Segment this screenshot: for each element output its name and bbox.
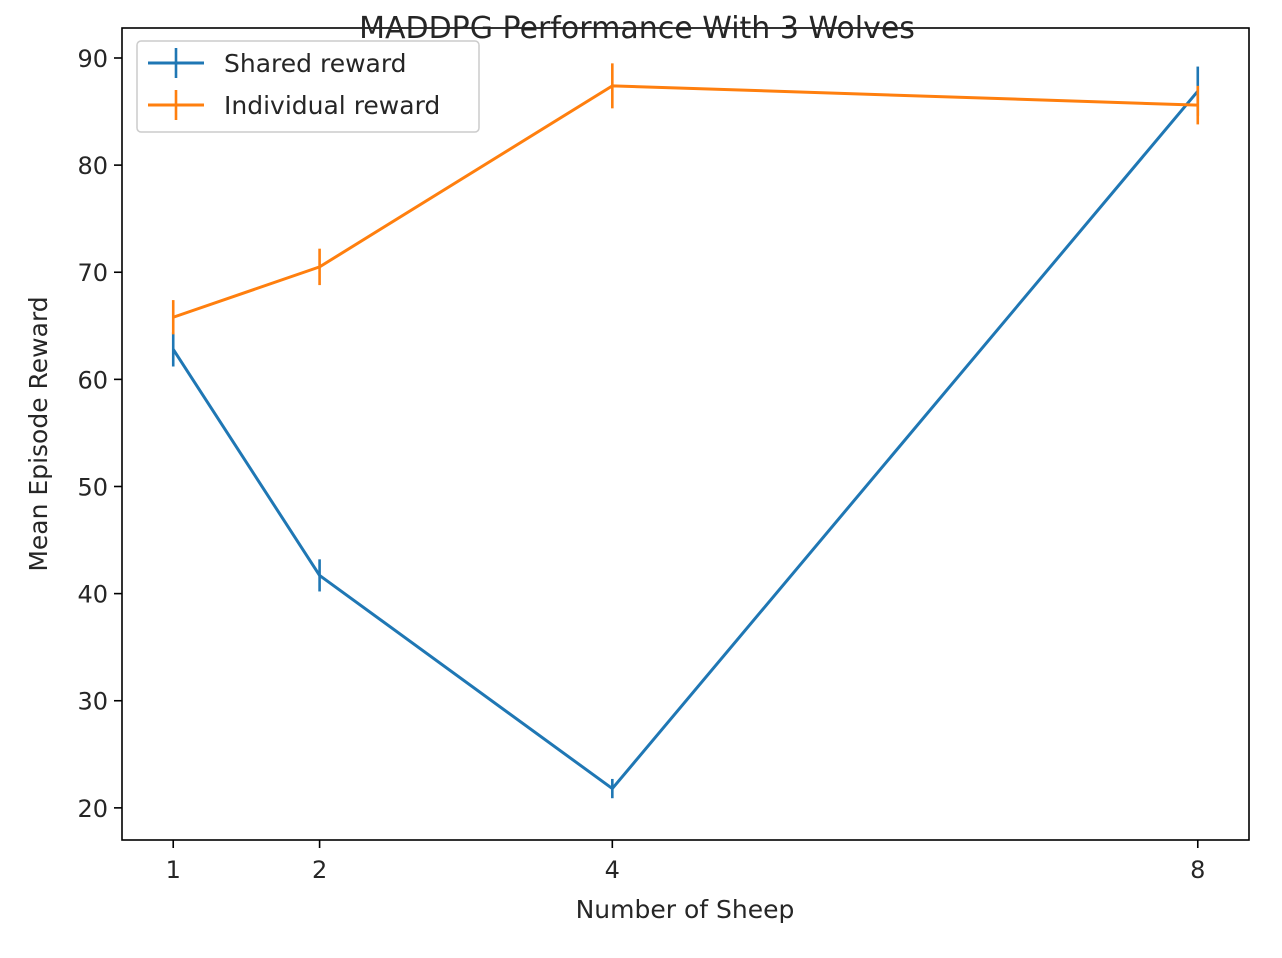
- plot-frame: [122, 28, 1249, 840]
- x-tick-label: 8: [1190, 856, 1205, 884]
- legend: Shared reward Individual reward: [137, 41, 479, 132]
- legend-label-0: Shared reward: [224, 49, 407, 78]
- x-tick-label: 4: [605, 856, 620, 884]
- y-tick-label: 40: [77, 581, 108, 609]
- x-tick-label: 1: [166, 856, 181, 884]
- y-tick-label: 60: [77, 366, 108, 394]
- y-tick-label: 20: [77, 795, 108, 823]
- y-tick-label: 30: [77, 688, 108, 716]
- y-axis-label: Mean Episode Reward: [24, 296, 53, 571]
- series-layer: [173, 63, 1198, 798]
- legend-label-1: Individual reward: [224, 91, 440, 120]
- axes: 20 30 40 50 60 70 80 90 1 2 4 8: [77, 28, 1249, 884]
- y-tick-label: 90: [77, 45, 108, 73]
- x-axis-label: Number of Sheep: [576, 895, 795, 924]
- y-tick-label: 80: [77, 152, 108, 180]
- y-tick-label: 50: [77, 473, 108, 501]
- y-tick-label: 70: [77, 259, 108, 287]
- series-line-0: [173, 91, 1198, 788]
- x-tick-label: 2: [312, 856, 327, 884]
